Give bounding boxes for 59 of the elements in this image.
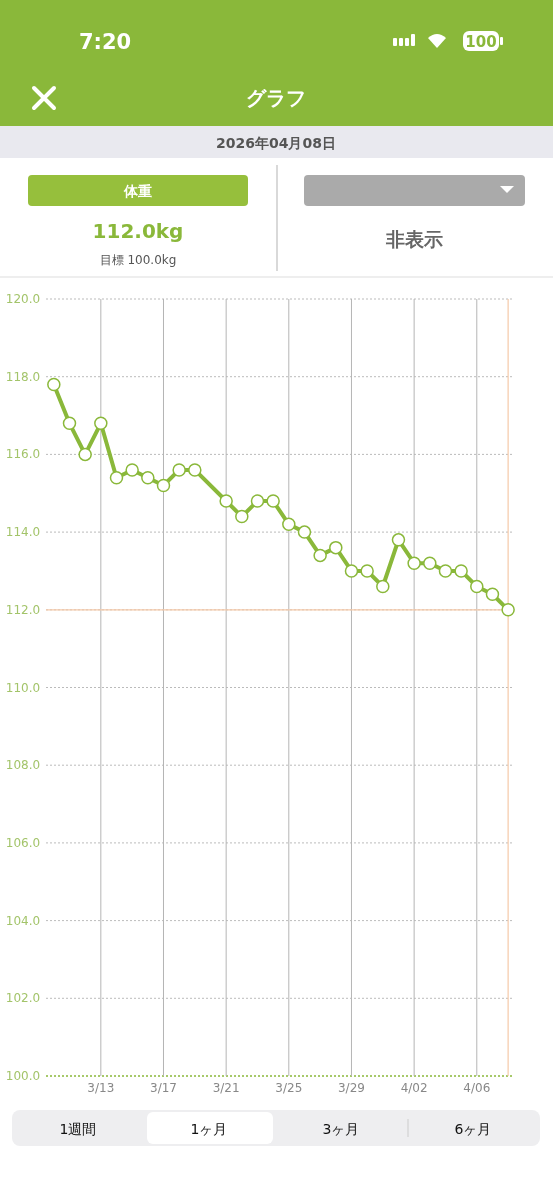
x-tick-label: 4/02 bbox=[400, 1081, 428, 1095]
point bbox=[297, 525, 312, 539]
point bbox=[470, 579, 484, 594]
point bbox=[423, 556, 437, 570]
point bbox=[485, 587, 500, 602]
point bbox=[376, 579, 390, 594]
point bbox=[141, 470, 155, 485]
point bbox=[407, 556, 421, 570]
point bbox=[156, 478, 171, 493]
point bbox=[125, 463, 139, 477]
text: 6ヶ月 bbox=[454, 1121, 492, 1137]
point bbox=[250, 494, 265, 508]
point bbox=[219, 494, 233, 508]
x-tick-label: 3/13 bbox=[87, 1081, 115, 1095]
point bbox=[391, 533, 406, 547]
y-tick-label: 106.0 bbox=[5, 835, 41, 850]
text: 100 bbox=[465, 33, 497, 51]
point bbox=[188, 463, 202, 477]
point bbox=[438, 564, 453, 578]
y-tick-label: 110.0 bbox=[5, 680, 41, 695]
point bbox=[360, 564, 374, 578]
point bbox=[454, 564, 468, 578]
y-tick-label: 100.0 bbox=[5, 1069, 41, 1083]
point bbox=[329, 540, 343, 555]
y-tick-label: 120.0 bbox=[5, 292, 41, 306]
y-tick-label: 118.0 bbox=[5, 369, 41, 384]
point bbox=[47, 377, 61, 392]
chart-subtitle: 2026年04月08日 bbox=[216, 135, 336, 151]
point bbox=[344, 564, 359, 578]
point bbox=[313, 548, 327, 563]
x-tick-label: 3/25 bbox=[275, 1081, 303, 1095]
chart-title: グラフ bbox=[246, 86, 306, 110]
point bbox=[109, 470, 124, 485]
point bbox=[94, 416, 108, 431]
point bbox=[235, 509, 249, 524]
text: 7:20 bbox=[78, 30, 132, 54]
y-tick-label: 114.0 bbox=[5, 525, 41, 540]
text: 1ヶ月 bbox=[190, 1121, 228, 1137]
point bbox=[282, 517, 296, 532]
point bbox=[62, 416, 77, 431]
text: 体重 bbox=[123, 183, 152, 199]
y-tick-label: 116.0 bbox=[5, 447, 41, 462]
y-tick-label: 102.0 bbox=[5, 991, 41, 1006]
point bbox=[501, 603, 515, 617]
x-tick-label: 3/29 bbox=[338, 1081, 365, 1095]
point bbox=[78, 447, 92, 462]
point bbox=[266, 494, 280, 508]
text: 3ヶ月 bbox=[322, 1121, 360, 1137]
x-tick-label: 3/21 bbox=[212, 1081, 240, 1095]
x-tick-label: 4/06 bbox=[463, 1081, 491, 1095]
point bbox=[172, 463, 186, 477]
x-tick-label: 3/17 bbox=[150, 1081, 177, 1095]
y-tick-label: 112.0 bbox=[5, 602, 41, 617]
text: 1週間 bbox=[59, 1121, 97, 1137]
text: 目標 100.0kg bbox=[99, 253, 177, 267]
text: 非表示 bbox=[384, 228, 443, 250]
y-tick-label: 104.0 bbox=[5, 913, 41, 928]
text: 112.0kg bbox=[92, 219, 184, 243]
y-tick-label: 108.0 bbox=[5, 758, 41, 773]
